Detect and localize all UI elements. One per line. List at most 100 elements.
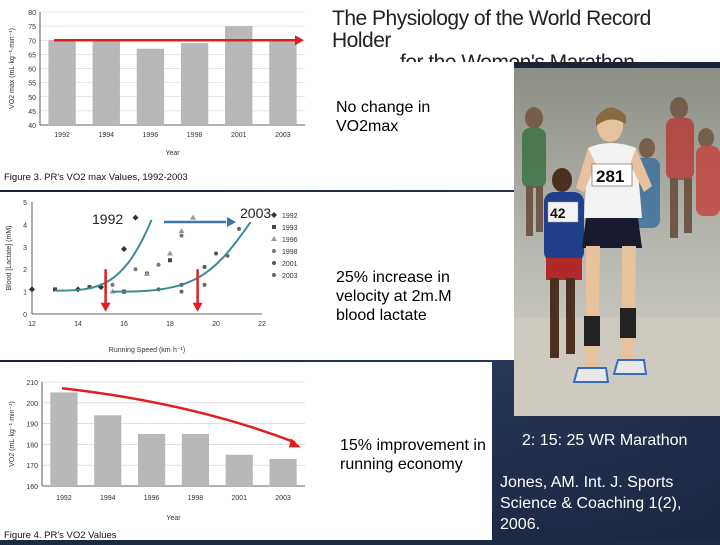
lactate-threshold-arrowhead-1992 <box>100 302 111 312</box>
lactate-note-box: 25% increase in velocity at 2m.M blood l… <box>322 192 514 360</box>
main-bib-number: 281 <box>596 167 624 186</box>
economy-bar <box>137 434 166 486</box>
vo2max-ytick-label: 75 <box>28 24 36 31</box>
vo2max-ytick-label: 40 <box>28 123 36 130</box>
citation: Jones, AM. Int. J. Sports Science & Coac… <box>500 474 682 533</box>
marathon-runner-photo: 42 281 <box>514 68 720 416</box>
lactate-point <box>87 285 92 290</box>
vo2max-chart: 40 45 50 55 60 65 70 75 80 1992 1994 1996 1998 2001 20… <box>9 10 305 157</box>
lactate-ytick-label: 3 <box>23 245 27 252</box>
economy-ytick-label: 200 <box>26 401 38 408</box>
lactate-point <box>133 267 138 272</box>
economy-xlabel: Year <box>166 515 181 522</box>
vo2max-ytick-label: 45 <box>28 109 36 116</box>
lactate-xtick-label: 22 <box>258 321 266 328</box>
economy-ytick-label: 180 <box>26 442 38 449</box>
vo2-note: No change in VO2max <box>336 99 431 135</box>
lactate-xtick-label: 14 <box>74 321 82 328</box>
lactate-legend-marker <box>271 212 277 218</box>
lactate-point <box>29 286 35 293</box>
improvement-arrowhead <box>227 217 236 227</box>
lactate-point <box>202 282 207 287</box>
runner-illustration: 42 281 <box>514 68 720 416</box>
vo2max-xtick-label: 2001 <box>231 132 247 139</box>
lactate-point <box>237 226 241 231</box>
lactate-ytick-label: 4 <box>23 222 27 229</box>
lactate-xtick-label: 12 <box>28 321 36 328</box>
lactate-point <box>144 270 150 276</box>
vo2max-ytick-label: 55 <box>28 81 36 88</box>
year-start-label: 1992 <box>92 211 123 227</box>
lactate-ytick-label: 1 <box>23 290 27 297</box>
lactate-legend-label: 2001 <box>282 261 298 268</box>
vo2max-bar <box>136 48 165 125</box>
lactate-point <box>132 214 139 221</box>
lactate-point <box>110 282 115 287</box>
lactate-legend-label: 1992 <box>282 213 298 220</box>
lactate-point <box>121 246 127 253</box>
economy-bar <box>94 415 122 486</box>
vo2max-caption: Figure 3. PR's VO2 max Values, 1992-2003 <box>4 172 188 183</box>
economy-bar <box>50 392 78 486</box>
economy-trend-arrow <box>61 386 296 444</box>
economy-chart-panel: 160 170 180 190 200 210 1992 1994 1996 1998 2001 20… <box>0 362 322 541</box>
vo2max-xtick-label: 1992 <box>54 132 70 139</box>
lactate-chart-panel: 0 1 2 3 4 5 12 14 16 18 20 22 Running Speed (km·h⁻¹)… <box>0 192 322 360</box>
lactate-point <box>168 258 172 263</box>
vo2max-xlabel: Year <box>165 150 180 157</box>
economy-xtick-label: 1994 <box>100 495 116 502</box>
lactate-point <box>190 214 196 220</box>
vo2-note-box: No change in VO2max <box>322 62 514 190</box>
vo2max-ytick-label: 50 <box>28 95 36 102</box>
economy-xtick-label: 1998 <box>188 495 204 502</box>
lactate-point <box>214 251 218 256</box>
lactate-legend-label: 2003 <box>282 273 298 280</box>
lactate-threshold-arrowhead-2003 <box>192 302 203 312</box>
lactate-legend-marker <box>272 261 276 265</box>
economy-note: 15% improvement in running economy <box>340 437 486 473</box>
lactate-ytick-label: 0 <box>23 312 27 319</box>
vo2max-bar <box>92 40 120 125</box>
vo2max-xtick-label: 1998 <box>187 132 203 139</box>
economy-bar <box>181 434 210 486</box>
title-panel: The Physiology of the World Record Holde… <box>322 0 720 74</box>
vo2max-xtick-label: 2003 <box>275 132 291 139</box>
side-bib-number: 42 <box>550 205 566 221</box>
economy-caption: Figure 4. PR's VO2 Values <box>4 530 117 541</box>
lactate-curve-1992 <box>54 219 153 292</box>
economy-chart: 160 170 180 190 200 210 1992 1994 1996 1998 2001 20… <box>9 380 305 522</box>
lactate-xtick-label: 18 <box>166 321 174 328</box>
lactate-point <box>179 289 184 294</box>
lactate-point <box>179 233 184 238</box>
vo2max-xtick-label: 1996 <box>143 132 159 139</box>
economy-ylabel: VO2 (mL·kg⁻¹·min⁻¹) <box>9 401 16 467</box>
year-end-label: 2003 <box>240 205 271 221</box>
economy-ytick-label: 190 <box>26 422 38 429</box>
economy-xtick-label: 1996 <box>144 495 160 502</box>
lactate-note: 25% increase in velocity at 2m.M blood l… <box>336 269 452 324</box>
economy-xtick-label: 2001 <box>231 495 247 502</box>
lactate-ytick-label: 2 <box>23 267 27 274</box>
world-record-label: 2: 15: 25 WR Marathon <box>522 432 688 449</box>
economy-xtick-label: 2003 <box>275 495 291 502</box>
lactate-legend-label: 1996 <box>282 237 298 244</box>
vo2max-xtick-label: 1994 <box>98 132 114 139</box>
lactate-point <box>53 287 57 292</box>
lactate-legend-marker <box>272 273 276 277</box>
vo2max-bar <box>180 43 209 126</box>
lactate-xlabel: Running Speed (km·h⁻¹) <box>109 347 185 354</box>
vo2max-ytick-label: 80 <box>28 10 36 17</box>
lactate-point <box>156 262 161 267</box>
lactate-xtick-label: 16 <box>120 321 128 328</box>
lactate-legend-label: 1993 <box>282 225 298 232</box>
economy-bar <box>225 454 253 486</box>
economy-note-box: 15% improvement in running economy <box>322 362 492 540</box>
vo2max-chart-panel: 40 45 50 55 60 65 70 75 80 1992 1994 1996 1998 2001 20… <box>0 0 322 190</box>
lactate-ytick-label: 5 <box>23 200 27 207</box>
lactate-point <box>178 228 185 234</box>
no-change-arrowhead <box>295 35 304 46</box>
vo2max-ytick-label: 70 <box>28 38 36 45</box>
economy-trend-arrowhead <box>289 438 301 448</box>
vo2max-ylabel: VO2 max (mL·kg⁻¹·min⁻¹) <box>9 28 16 109</box>
economy-ytick-label: 160 <box>26 484 38 491</box>
